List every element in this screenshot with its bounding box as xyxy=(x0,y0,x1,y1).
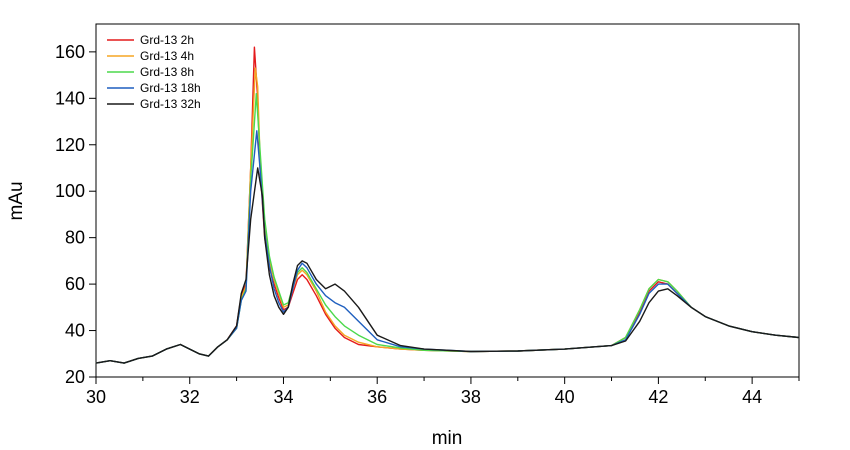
legend-label: Grd-13 2h xyxy=(140,33,194,47)
y-tick-label: 160 xyxy=(55,42,85,62)
legend-label: Grd-13 18h xyxy=(140,81,201,95)
x-tick-label: 40 xyxy=(555,387,575,407)
plot-frame xyxy=(95,23,800,378)
y-tick-label: 120 xyxy=(55,135,85,155)
x-axis: 30 32 34 36 38 40 42 44 xyxy=(86,377,800,407)
x-axis-label: min xyxy=(432,428,463,449)
legend: Grd-13 2h Grd-13 4h Grd-13 8h Grd-13 18h Grd… xyxy=(107,33,201,111)
series-line-2 xyxy=(95,67,800,364)
y-tick-label: 20 xyxy=(65,367,85,387)
x-tick-label: 42 xyxy=(648,387,668,407)
series-line-1 xyxy=(95,46,800,364)
x-tick-label: 44 xyxy=(742,387,762,407)
y-axis: 20 40 60 80 100 120 140 160 xyxy=(55,42,96,387)
x-tick-label: 32 xyxy=(180,387,200,407)
x-tick-label: 38 xyxy=(461,387,481,407)
y-axis-label: mAu xyxy=(6,181,27,220)
legend-label: Grd-13 4h xyxy=(140,49,194,63)
x-tick-label: 34 xyxy=(273,387,293,407)
series-line-5 xyxy=(95,167,800,364)
y-tick-label: 80 xyxy=(65,228,85,248)
series-line-4 xyxy=(95,130,800,364)
x-tick-label: 36 xyxy=(367,387,387,407)
y-tick-label: 60 xyxy=(65,274,85,294)
y-tick-label: 100 xyxy=(55,181,85,201)
x-tick-label: 30 xyxy=(86,387,106,407)
y-tick-label: 140 xyxy=(55,88,85,108)
y-tick-label: 40 xyxy=(65,321,85,341)
legend-label: Grd-13 8h xyxy=(140,65,194,79)
legend-label: Grd-13 32h xyxy=(140,97,201,111)
series-line-3 xyxy=(95,93,800,364)
series-lines xyxy=(95,46,800,364)
